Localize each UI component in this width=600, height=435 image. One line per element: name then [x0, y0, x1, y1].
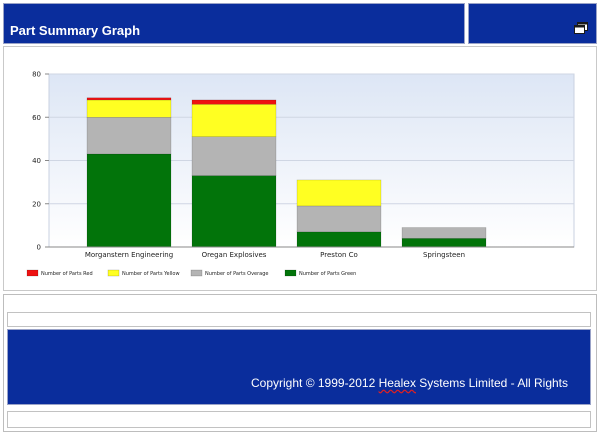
restore-window-icon[interactable] [574, 21, 588, 34]
x-tick-label: Preston Co [320, 251, 358, 259]
legend-label: Number of Parts Green [299, 271, 356, 277]
page-title: Part Summary Graph [10, 23, 141, 38]
y-tick-label: 40 [32, 157, 41, 165]
copyright-text: Copyright © 1999-2012 Healex Systems Lim… [251, 376, 568, 390]
legend-label: Number of Parts Red [41, 271, 93, 277]
legend-swatch [284, 269, 297, 277]
bar-segment[interactable] [86, 153, 172, 248]
x-axis-ticks: Morganstern Engineering Oregan Explosives… [85, 251, 465, 259]
footer-top-strip [7, 312, 591, 327]
y-tick-label: 60 [32, 114, 41, 122]
footer-bottom-strip [7, 411, 591, 428]
y-tick-label: 0 [37, 244, 41, 252]
chart-legend: Number of Parts Red Number of Parts Yello… [26, 269, 356, 277]
bar-segment[interactable] [296, 231, 382, 248]
bar-segment[interactable] [296, 205, 382, 233]
footer-band: Copyright © 1999-2012 Healex Systems Lim… [7, 329, 591, 405]
legend-label: Number of Parts Yellow [122, 271, 180, 277]
bars [86, 97, 487, 248]
y-tick-label: 80 [32, 71, 41, 79]
bar-segment[interactable] [401, 227, 487, 239]
legend-swatch [107, 269, 120, 277]
x-tick-label: Oregan Explosives [202, 251, 267, 259]
bar-segment[interactable] [401, 238, 487, 248]
chart-panel: 0 20 40 60 80 Morganstern Engineering Oregan … [3, 46, 597, 291]
bar-segment[interactable] [191, 99, 277, 105]
header-side-panel [468, 3, 597, 44]
part-summary-chart: 0 20 40 60 80 Morganstern Engineering Oregan … [26, 71, 575, 277]
bar-segment[interactable] [191, 136, 277, 176]
footer-panel: Copyright © 1999-2012 Healex Systems Lim… [3, 294, 597, 432]
bar-segment[interactable] [86, 117, 172, 155]
legend-swatch [190, 269, 203, 277]
bar-segment[interactable] [86, 97, 172, 101]
y-axis-ticks: 0 20 40 60 80 [32, 71, 49, 252]
bar-segment[interactable] [191, 175, 277, 248]
header-bar: Part Summary Graph [3, 3, 465, 44]
y-tick-label: 20 [32, 200, 41, 208]
x-tick-label: Springsteen [423, 251, 465, 259]
legend-swatch [26, 269, 39, 277]
bar-segment[interactable] [86, 99, 172, 118]
bar-segment[interactable] [191, 104, 277, 137]
x-tick-label: Morganstern Engineering [85, 251, 173, 259]
bar-segment[interactable] [296, 179, 382, 207]
legend-label: Number of Parts Overage [205, 271, 269, 277]
